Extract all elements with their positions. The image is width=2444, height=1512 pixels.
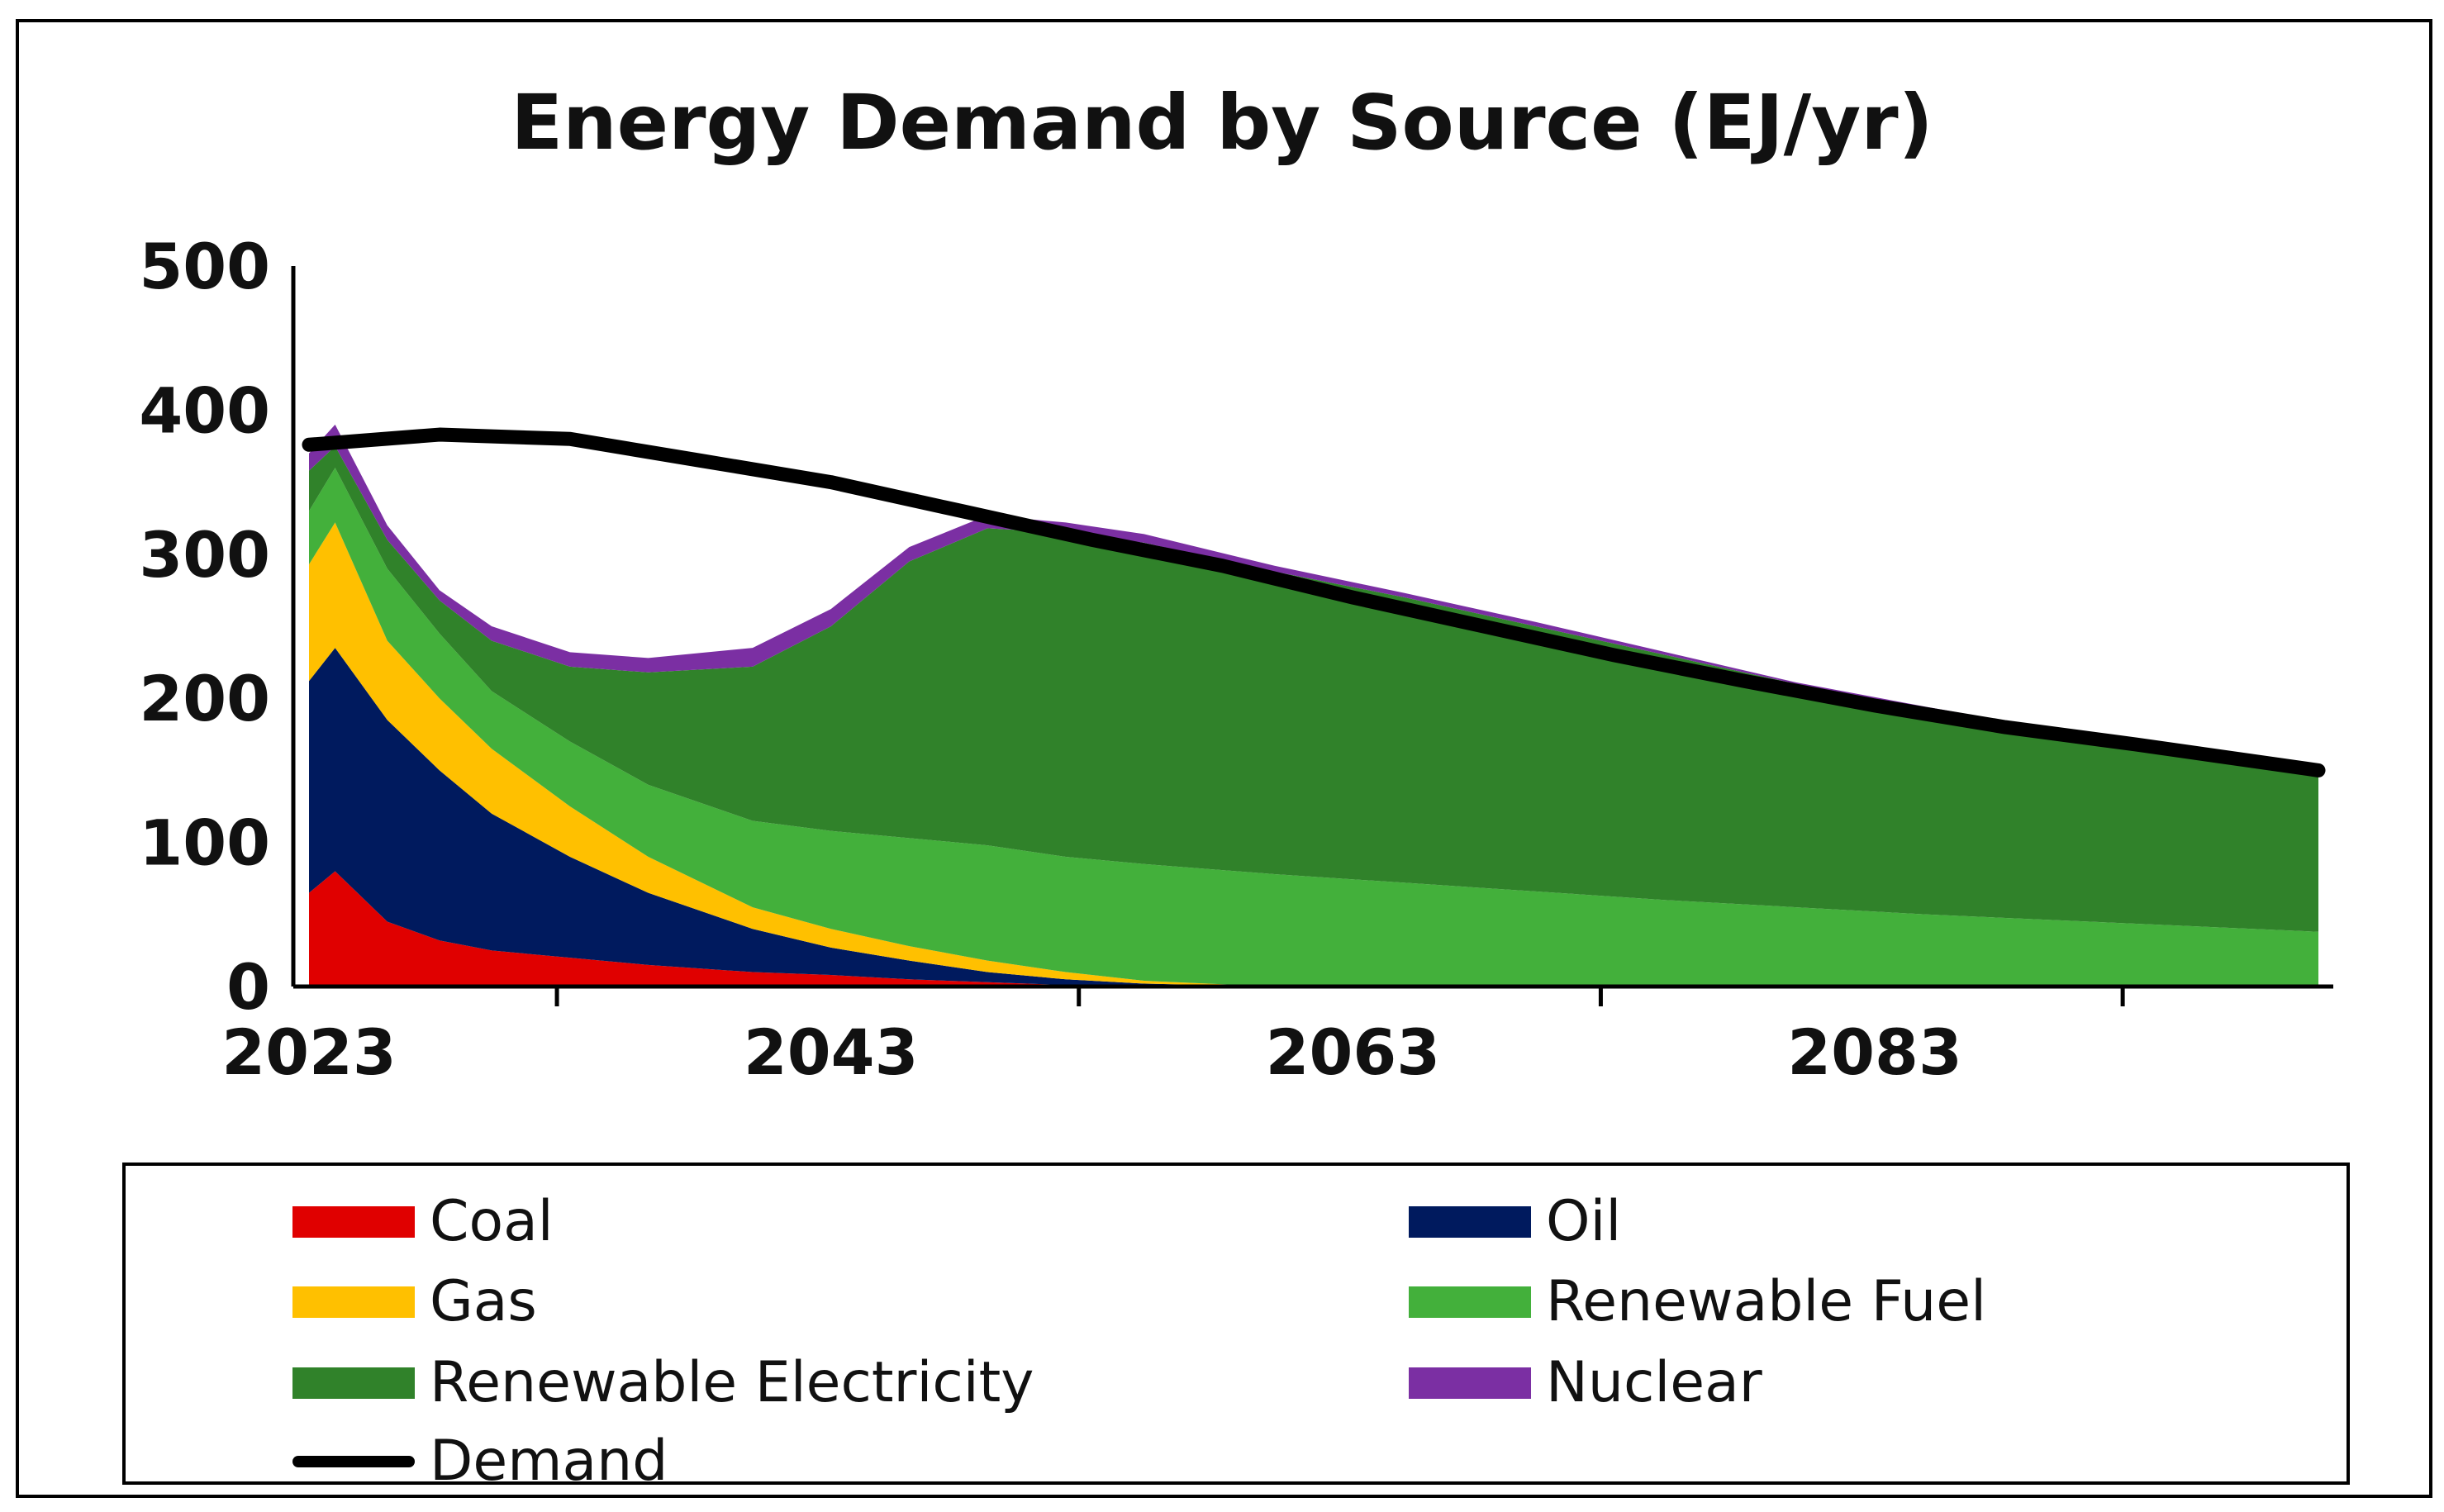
chart-frame	[16, 19, 2432, 1498]
y-tick-label: 100	[139, 806, 270, 880]
y-tick-label: 500	[139, 230, 270, 303]
line-demand	[302, 427, 2326, 777]
y-tick-label: 200	[139, 662, 270, 735]
legend-swatch-nuclear	[1409, 1367, 1531, 1399]
legend-swatch-oil	[1409, 1205, 1531, 1238]
x-tick-label: 2083	[1787, 1015, 1962, 1089]
legend-label: Nuclear	[1546, 1350, 1762, 1415]
legend-swatch-renewable-electricity	[292, 1367, 415, 1399]
area-coal	[309, 871, 2318, 987]
legend: Coal Oil Gas Renewable Fuel Renewable El…	[122, 1163, 2350, 1494]
legend-swatch-demand	[292, 1455, 415, 1467]
legend-label: Coal	[430, 1189, 554, 1254]
y-tick-label: 0	[226, 950, 270, 1024]
chart-title: Energy Demand by Source (EJ/yr)	[511, 78, 1933, 167]
legend-item-renewable-fuel: Renewable Fuel	[1409, 1269, 1986, 1334]
legend-label: Oil	[1546, 1189, 1622, 1254]
legend-label: Demand	[430, 1429, 668, 1494]
y-tick-label: 400	[139, 373, 270, 447]
legend-item-coal: Coal	[292, 1189, 554, 1254]
x-tick-label: 2043	[744, 1015, 919, 1089]
y-tick-label: 300	[139, 518, 270, 592]
legend-item-nuclear: Nuclear	[1409, 1350, 1762, 1415]
legend-label: Renewable Electricity	[430, 1350, 1034, 1415]
plot-area: 0 100 200 300 400 500 2023 2043 2063 2083	[139, 230, 2333, 1089]
legend-swatch-coal	[292, 1205, 415, 1238]
legend-item-oil: Oil	[1409, 1189, 1621, 1254]
legend-item-demand: Demand	[292, 1429, 668, 1494]
legend-swatch-renewable-fuel	[1409, 1286, 1531, 1318]
area-renewable-fuel	[309, 468, 2318, 987]
x-tick-label: 2063	[1266, 1015, 1441, 1089]
legend-label: Gas	[430, 1269, 537, 1334]
legend-item-gas: Gas	[292, 1269, 537, 1334]
legend-item-renewable-electricity: Renewable Electricity	[292, 1350, 1034, 1415]
legend-label: Renewable Fuel	[1546, 1269, 1986, 1334]
area-renewable-electricity	[309, 446, 2318, 932]
x-tick-label: 2023	[221, 1015, 397, 1089]
legend-swatch-gas	[292, 1286, 415, 1318]
